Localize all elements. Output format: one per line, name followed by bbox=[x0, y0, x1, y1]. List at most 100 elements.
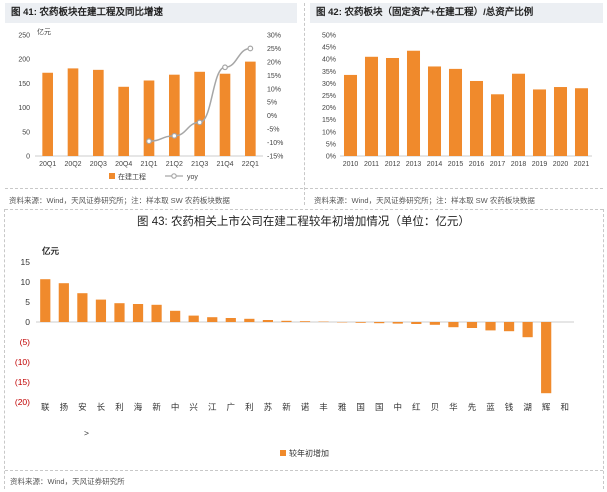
chart-41-ytick-left: 0 bbox=[26, 154, 30, 161]
chart-41-ytick-right: 25% bbox=[267, 46, 281, 53]
chart-43-xtick: 国 bbox=[356, 402, 365, 412]
chart-41-ytick-right: 5% bbox=[267, 100, 277, 107]
chart-41-legend-bar-label: 在建工程 bbox=[118, 172, 146, 181]
chart-41-yoy-point bbox=[222, 64, 228, 71]
chart-42-source: 资料来源：Wind，天风证券研究所；注：样本取 SW 农药板块数据 bbox=[314, 196, 535, 205]
chart-41-bar bbox=[169, 74, 180, 156]
chart-42-xtick: 2014 bbox=[427, 161, 443, 168]
chart-43-xtick: 雅 bbox=[338, 402, 347, 412]
chart-41-ytick-left: 250 bbox=[18, 33, 30, 40]
chart-43-xtick: 中 bbox=[171, 402, 180, 412]
chart-43-bar bbox=[429, 322, 440, 325]
chart-41-yoy-point bbox=[247, 45, 254, 52]
chart-42-xtick: 2018 bbox=[511, 161, 527, 168]
chart-43-bar bbox=[485, 322, 496, 331]
chart-41-ytick-left: 50 bbox=[22, 129, 30, 136]
chart-41-ytick-right: -5% bbox=[267, 127, 279, 134]
chart-43-xtick: 扬 bbox=[60, 402, 69, 412]
chart-43-ytick: (20) bbox=[15, 397, 30, 407]
chart-42-xtick: 2016 bbox=[469, 161, 485, 168]
chart-41-ytick-right: -10% bbox=[267, 140, 283, 147]
separator-left bbox=[4, 209, 5, 489]
chart-42-ytick: 45% bbox=[322, 45, 336, 52]
chart-43-bar bbox=[95, 299, 107, 322]
chart-43-xtick: 海 bbox=[134, 402, 143, 412]
chart-43-ytick: (15) bbox=[15, 377, 30, 387]
chart-41-bar bbox=[219, 73, 231, 156]
chart-41-ytick-left: 200 bbox=[18, 57, 30, 64]
chart-41-bar bbox=[194, 71, 205, 156]
chart-43-bar bbox=[448, 322, 459, 328]
chart-43-bar bbox=[522, 322, 533, 338]
chart-43-bar bbox=[374, 322, 385, 324]
chart-42-xtick: 2012 bbox=[385, 161, 401, 168]
chart-43-xtick: 江 bbox=[208, 402, 217, 412]
chart-43-bar bbox=[132, 304, 144, 322]
chart-43-bar bbox=[541, 322, 552, 394]
chart-43-extra-mark: > bbox=[84, 428, 89, 438]
chart-43-xtick: 安 bbox=[78, 402, 87, 412]
chart-43-ytick: 10 bbox=[21, 277, 31, 287]
chart-42-ytick: 50% bbox=[322, 33, 336, 40]
chart-41-legend-line-marker bbox=[171, 173, 177, 179]
chart-42-ytick: 10% bbox=[322, 129, 336, 136]
chart-42-xtick: 2017 bbox=[490, 161, 506, 168]
chart-43-xtick: 红 bbox=[412, 402, 421, 412]
chart-43-legend-swatch bbox=[280, 450, 286, 456]
chart-42-ytick: 30% bbox=[322, 81, 336, 88]
chart-41-xtick: 21Q4 bbox=[216, 161, 233, 168]
chart-43-source: 资料来源：Wind，天风证券研究所 bbox=[10, 477, 125, 486]
chart-43-bar bbox=[188, 315, 199, 322]
chart-42-panel: 图 42: 农药板块（固定资产+在建工程）/总资产比例 0% 5% 10% 15% 20… bbox=[310, 3, 603, 208]
chart-41-xtick: 20Q1 bbox=[39, 161, 56, 168]
chart-41-ytick-left: 100 bbox=[18, 105, 30, 112]
chart-43-ytick: 15 bbox=[21, 257, 31, 267]
chart-42-xtick: 2010 bbox=[343, 161, 359, 168]
chart-43-xtick: 华 bbox=[449, 402, 458, 412]
chart-43-bar bbox=[225, 318, 236, 322]
chart-43-xtick: 贝 bbox=[431, 402, 440, 412]
chart-43-svg: 亿元151050(5)(10)(15)(20) 联扬安长利海新中兴江广利苏新诺丰雅… bbox=[15, 246, 574, 458]
chart-42-bar bbox=[448, 68, 463, 156]
chart-43-ytick: (10) bbox=[15, 357, 30, 367]
chart-42-xtick: 2020 bbox=[553, 161, 569, 168]
chart-43-xtick: 诺 bbox=[301, 402, 310, 412]
chart-42-bar bbox=[364, 56, 379, 156]
chart-42-bar bbox=[553, 87, 568, 156]
chart-42-ytick: 15% bbox=[322, 117, 336, 124]
chart-42-bar bbox=[511, 73, 526, 156]
chart-43-xtick: 辉 bbox=[542, 402, 551, 412]
chart-43-xtick: 丰 bbox=[319, 402, 328, 412]
chart-43-bar bbox=[262, 320, 273, 322]
chart-41-ytick-right: 20% bbox=[267, 59, 281, 66]
chart-42-xtick: 2015 bbox=[448, 161, 464, 168]
chart-41-bar bbox=[93, 69, 104, 156]
separator-mid-h bbox=[5, 209, 603, 210]
chart-43-bar bbox=[411, 322, 422, 324]
chart-42-title: 图 42: 农药板块（固定资产+在建工程）/总资产比例 bbox=[310, 3, 603, 23]
chart-41-xtick: 20Q3 bbox=[90, 161, 107, 168]
chart-41-yoy-point bbox=[196, 119, 203, 126]
chart-43-xtick: 蓝 bbox=[486, 402, 495, 412]
chart-43-xtick: 先 bbox=[468, 402, 477, 412]
separator-bottom bbox=[5, 470, 603, 471]
chart-43-xtick: 国 bbox=[375, 402, 384, 412]
chart-43-xtick: 和 bbox=[560, 402, 569, 412]
chart-43-xtick: 新 bbox=[152, 402, 161, 412]
chart-43-title: 图 43: 农药相关上市公司在建工程较年初增加情况（单位：亿元） bbox=[137, 216, 470, 228]
chart-42-ytick: 25% bbox=[322, 93, 336, 100]
separator-right bbox=[603, 209, 604, 489]
chart-41-xtick: 22Q1 bbox=[242, 161, 259, 168]
chart-41-bar bbox=[143, 80, 155, 156]
chart-42-bar bbox=[490, 94, 505, 156]
chart-43-bar bbox=[114, 303, 125, 322]
chart-42-svg: 0% 5% 10% 15% 20% 25% 30% 35% 40% 45% 50% 2010 2011 2… bbox=[322, 33, 592, 168]
chart-42-xtick: 2021 bbox=[574, 161, 590, 168]
chart-43-ytick: 5 bbox=[25, 297, 30, 307]
chart-41-bar bbox=[118, 86, 129, 156]
chart-42-ytick: 40% bbox=[322, 57, 336, 64]
chart-41-svg: 亿元 0 50 100 150 200 250 -15% -10% -5% 0% 5% 10% 15% 20… bbox=[18, 27, 283, 181]
chart-41-bar bbox=[42, 72, 53, 156]
chart-43-bar bbox=[355, 322, 366, 323]
chart-43-bar bbox=[151, 304, 162, 322]
